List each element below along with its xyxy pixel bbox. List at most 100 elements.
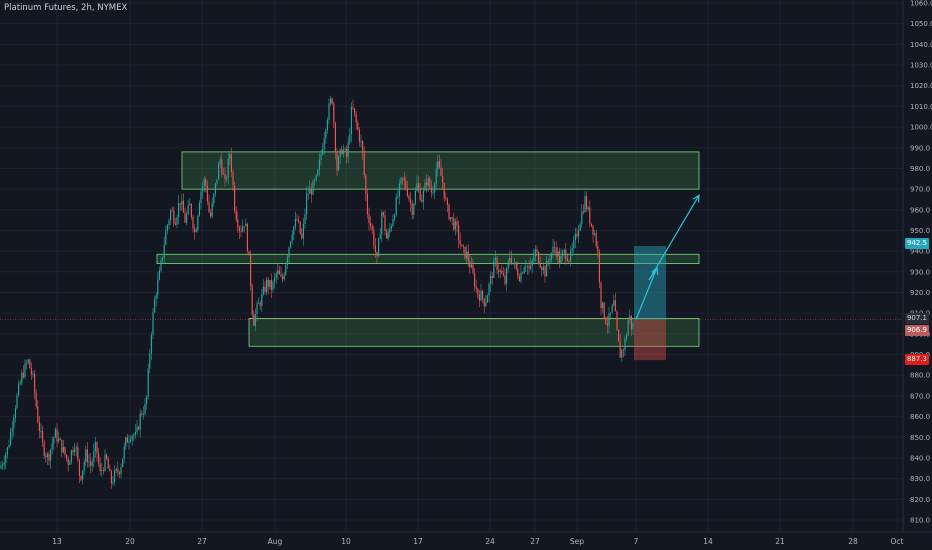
candle-body — [522, 272, 524, 274]
candle-body — [387, 232, 389, 239]
candle-body — [166, 225, 168, 231]
candle-body — [339, 149, 341, 158]
candle-body — [360, 141, 362, 142]
candle-body — [624, 338, 626, 350]
time-tick: 21 — [775, 537, 785, 546]
candle-body — [427, 178, 429, 186]
candle-body — [430, 187, 432, 193]
candle-body — [75, 447, 77, 449]
time-tick: 17 — [413, 537, 423, 546]
long-position-tool[interactable] — [0, 245, 903, 361]
candle-body — [493, 260, 495, 278]
candle-body — [613, 300, 615, 306]
candle-body — [282, 276, 284, 280]
candle-body — [30, 368, 32, 375]
candle-body — [67, 458, 69, 465]
candle-body — [563, 249, 565, 253]
price-axis[interactable]: 810.0 820.0 830.0 840.0 850.0 860.0 870.0 880.0… — [910, 0, 932, 525]
candle-body — [477, 288, 479, 295]
candle-body — [192, 216, 194, 229]
candle-body — [104, 454, 106, 471]
candle-body — [411, 203, 413, 215]
zone-rectangle-3[interactable] — [248, 317, 700, 347]
candle-body — [296, 219, 298, 221]
candle-body — [56, 429, 58, 442]
time-axis[interactable]: 13 20 27 Aug 10 17 24 27 Sep 7 14 21 28 Oct — [52, 537, 903, 546]
candle-body — [611, 305, 613, 313]
candle-body — [501, 270, 503, 274]
candle-body — [472, 264, 474, 273]
candle-body — [3, 462, 5, 465]
candle-body — [283, 274, 285, 280]
symbol-title[interactable]: Platinum Futures, 2h, NYMEX — [4, 3, 128, 13]
candle-body — [632, 323, 634, 330]
candle-body — [258, 303, 260, 304]
candle-body — [389, 228, 391, 233]
candle-body — [173, 210, 175, 224]
candle-body — [80, 475, 82, 480]
candle-body — [576, 233, 578, 237]
candle-body — [194, 228, 196, 232]
candle-body — [418, 183, 420, 189]
zone-rectangle-2[interactable] — [156, 253, 700, 264]
candle-body — [322, 149, 324, 155]
candle-body — [149, 353, 151, 369]
candle-body — [254, 314, 256, 326]
candle-body — [373, 230, 375, 246]
candle-body — [93, 451, 95, 463]
candle-body — [286, 257, 288, 265]
price-tick: 1050.0 — [910, 20, 932, 28]
price-tick: 990.0 — [910, 144, 930, 152]
candle-body — [410, 199, 412, 204]
candle-body — [317, 170, 319, 176]
price-tick: 920.0 — [910, 289, 930, 297]
candle-body — [310, 188, 312, 195]
candle-body — [147, 368, 149, 397]
candle-body — [83, 462, 85, 471]
candle-body — [168, 220, 170, 226]
candle-body — [506, 268, 508, 284]
candle-body — [62, 446, 64, 453]
candle-body — [16, 395, 18, 409]
candle-body — [368, 214, 370, 224]
candle-body — [200, 191, 202, 204]
candle-body — [610, 312, 612, 314]
candle-body — [490, 275, 492, 285]
candle-body — [443, 183, 445, 198]
candle-body — [227, 158, 229, 178]
candle-body — [10, 431, 12, 445]
price-tick: 860.0 — [910, 413, 930, 421]
candle-body — [306, 193, 308, 215]
candle-body — [515, 262, 517, 269]
candle-body — [491, 275, 493, 278]
candle-body — [416, 183, 418, 191]
price-tick: 960.0 — [910, 206, 930, 214]
candle-body — [88, 461, 90, 463]
projection-arrow[interactable] — [635, 194, 700, 320]
candle-body — [130, 439, 132, 442]
candle-body — [203, 178, 205, 187]
candle-body — [158, 270, 160, 280]
candle-body — [197, 215, 199, 230]
candle-body — [82, 470, 84, 480]
candle-body — [603, 302, 605, 318]
candle-body — [134, 431, 136, 436]
candle-body — [210, 212, 212, 217]
candle-body — [382, 212, 384, 216]
candle-body — [262, 286, 264, 294]
candle-body — [552, 246, 554, 254]
candle-body — [347, 142, 349, 158]
price-tick: 830.0 — [910, 475, 930, 483]
candle-body — [365, 174, 367, 195]
candle-body — [66, 454, 68, 459]
candle-body — [205, 178, 207, 186]
candle-body — [485, 302, 487, 307]
candle-body — [568, 260, 570, 262]
candle-body — [59, 438, 61, 440]
candle-body — [178, 203, 180, 217]
candle-body — [70, 450, 72, 462]
candle-body — [469, 261, 471, 268]
zones[interactable] — [156, 151, 700, 347]
